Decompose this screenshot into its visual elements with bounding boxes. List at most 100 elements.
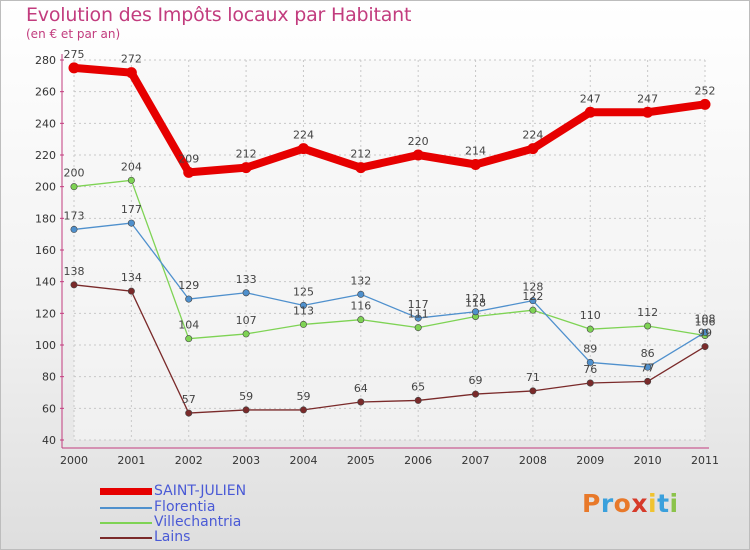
- data-point: [414, 324, 422, 332]
- chart-subtitle: (en € et par an): [26, 27, 121, 41]
- y-tick-label: 180: [35, 212, 56, 225]
- x-tick-label: 2010: [634, 454, 662, 467]
- legend-swatch-lains: [100, 537, 152, 539]
- data-label: 104: [178, 319, 199, 332]
- legend-item-saint-julien: SAINT-JULIEN: [100, 483, 300, 500]
- y-tick-label: 200: [35, 181, 56, 194]
- y-tick-label: 80: [42, 371, 56, 384]
- data-point: [529, 387, 537, 395]
- data-point: [355, 162, 367, 174]
- x-tick-label: 2009: [576, 454, 604, 467]
- x-tick-label: 2004: [289, 454, 317, 467]
- data-point: [183, 166, 195, 178]
- data-point: [125, 67, 137, 79]
- data-point: [185, 295, 193, 303]
- y-tick-label: 280: [35, 54, 56, 67]
- data-label: 118: [465, 297, 486, 310]
- data-point: [242, 289, 250, 297]
- legend-label-lains: Lains: [154, 529, 191, 545]
- logo-letter: i: [648, 489, 658, 518]
- data-point: [527, 143, 539, 155]
- series-line-saint-julien: [70, 63, 709, 177]
- data-label: 89: [583, 342, 597, 355]
- data-point: [701, 328, 709, 336]
- y-tick-label: 140: [35, 276, 56, 289]
- x-tick-label: 2003: [232, 454, 260, 467]
- data-point: [414, 314, 422, 322]
- y-tick-label: 60: [42, 402, 56, 415]
- data-point: [70, 281, 78, 289]
- x-tick-label: 2001: [117, 454, 145, 467]
- y-tick-label: 260: [35, 86, 56, 99]
- chart-title: Evolution des Impôts locaux par Habitant: [26, 4, 412, 26]
- series-line-florentia: [73, 222, 706, 368]
- data-label: 116: [350, 300, 371, 313]
- data-point: [470, 159, 482, 170]
- data-point: [185, 409, 193, 417]
- data-point: [472, 308, 480, 316]
- y-tick-label: 220: [35, 149, 56, 162]
- data-point: [357, 316, 365, 324]
- data-point: [699, 98, 711, 110]
- data-label: 106: [695, 316, 716, 329]
- data-point: [644, 363, 652, 371]
- data-label: 113: [293, 304, 314, 317]
- data-point: [584, 106, 596, 118]
- legend-swatch-villechantria: [100, 522, 152, 524]
- data-point: [70, 225, 78, 233]
- data-label: 209: [178, 152, 199, 165]
- data-point: [412, 149, 424, 161]
- data-label: 272: [121, 53, 142, 66]
- data-label: 212: [350, 148, 371, 161]
- data-label: 173: [64, 209, 85, 222]
- legend-item-villechantria: Villechantria: [100, 514, 300, 531]
- data-point: [586, 379, 594, 387]
- legend-label-florentia: Florentia: [154, 499, 216, 515]
- data-point: [644, 377, 652, 385]
- data-point: [127, 287, 135, 295]
- legend-swatch-florentia: [100, 507, 152, 509]
- data-label: 134: [121, 271, 142, 284]
- data-label: 128: [522, 281, 543, 294]
- y-tick-label: 100: [35, 339, 56, 352]
- data-point: [642, 106, 654, 118]
- data-label: 252: [695, 84, 716, 97]
- data-point: [299, 406, 307, 414]
- x-tick-label: 2005: [347, 454, 375, 467]
- data-point: [472, 390, 480, 398]
- data-label: 220: [408, 135, 429, 148]
- logo-letter: r: [600, 489, 614, 518]
- legend-label-villechantria: Villechantria: [154, 514, 242, 530]
- logo-letter: o: [613, 489, 632, 518]
- y-tick-label: 160: [35, 244, 56, 257]
- x-tick-label: 2011: [691, 454, 719, 467]
- data-point: [240, 162, 252, 174]
- data-label: 224: [522, 129, 543, 142]
- data-label: 71: [526, 371, 540, 384]
- legend-item-lains: Lains: [100, 529, 300, 546]
- x-tick-label: 2002: [175, 454, 203, 467]
- data-label: 117: [408, 298, 429, 311]
- data-label: 110: [580, 309, 601, 322]
- y-tick-label: 240: [35, 117, 56, 130]
- data-label: 69: [469, 374, 483, 387]
- data-point: [357, 290, 365, 298]
- data-label: 65: [411, 380, 425, 393]
- data-label: 57: [182, 393, 196, 406]
- data-point: [357, 398, 365, 406]
- legend-item-florentia: Florentia: [100, 499, 300, 516]
- proxiti-logo: Proxiti: [582, 489, 679, 518]
- logo-letter: P: [582, 489, 601, 518]
- data-label: 108: [695, 312, 716, 325]
- data-label: 133: [236, 273, 257, 286]
- data-point: [586, 358, 594, 366]
- data-label: 125: [293, 285, 314, 298]
- data-label: 112: [637, 306, 658, 319]
- data-label: 121: [465, 292, 486, 305]
- data-point: [529, 297, 537, 305]
- data-label: 132: [350, 274, 371, 287]
- logo-letter: t: [657, 489, 670, 518]
- data-label: 177: [121, 203, 142, 216]
- data-label: 86: [641, 347, 655, 360]
- data-label: 107: [236, 314, 257, 327]
